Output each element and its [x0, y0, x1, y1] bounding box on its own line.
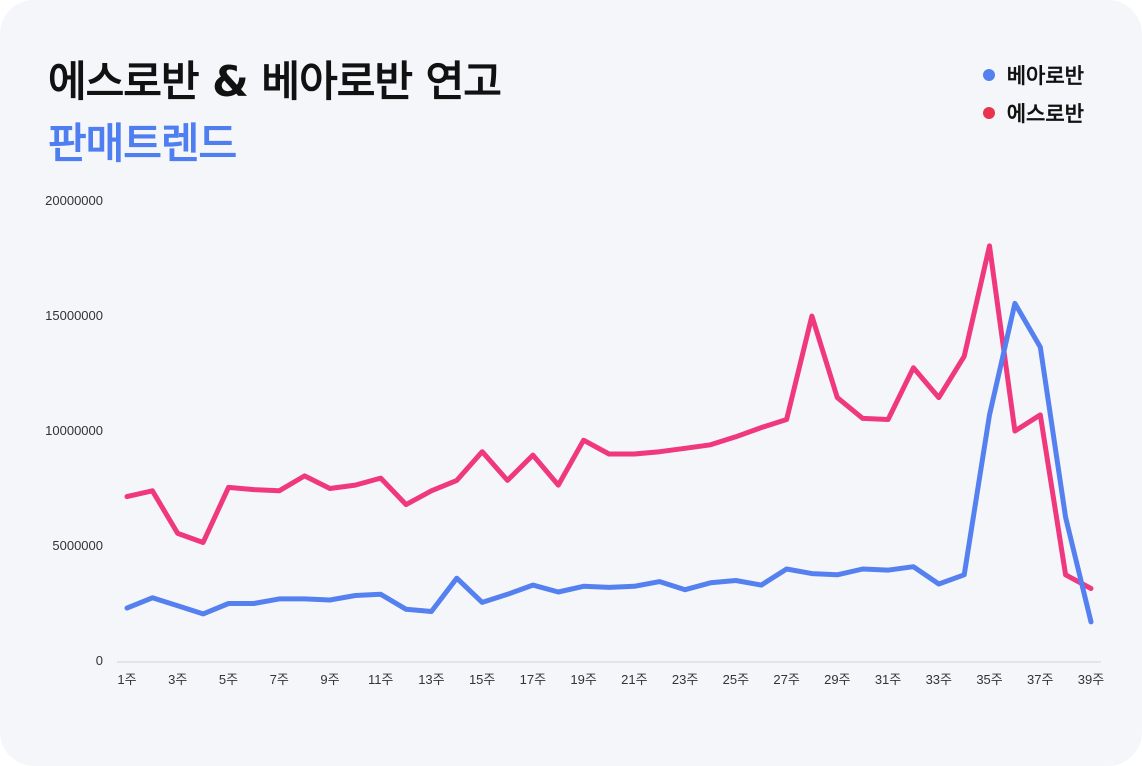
x-tick-label: 17주: [520, 672, 546, 687]
x-tick-label: 27주: [773, 672, 799, 687]
x-tick-label: 15주: [469, 672, 495, 687]
x-tick-label: 31주: [875, 672, 901, 687]
x-tick-label: 5주: [219, 672, 238, 687]
x-tick-label: 3주: [168, 672, 187, 687]
legend-item-esrobaan: 에스로반: [982, 94, 1084, 132]
x-tick-label: 19주: [570, 672, 596, 687]
chart-title: 에스로반 & 베아로반 연고: [48, 57, 502, 106]
x-tick-label: 37주: [1027, 672, 1053, 687]
y-tick-label: 10000000: [45, 423, 103, 438]
x-tick-label: 23주: [672, 672, 698, 687]
y-tick-label: 0: [96, 653, 103, 668]
x-tick-label: 9주: [320, 672, 339, 687]
legend-marker: [982, 107, 995, 119]
y-tick-label: 15000000: [45, 308, 103, 323]
series-line-esrobaan: [124, 243, 1094, 591]
x-tick-label: 25주: [723, 672, 749, 687]
x-tick-label: 11주: [368, 672, 393, 687]
x-tick-label: 7주: [270, 672, 289, 687]
x-tick-label: 13주: [418, 672, 444, 687]
x-tick-label: 21주: [621, 672, 647, 687]
legend-label: 베아로반: [1006, 64, 1084, 88]
y-tick-label: 20000000: [45, 193, 103, 208]
x-tick-label: 39주: [1078, 672, 1104, 687]
x-tick-label: 33주: [926, 672, 952, 687]
x-tick-label: 29주: [824, 672, 850, 687]
chart-subtitle: 판매트렌드: [48, 119, 237, 168]
legend-item-beaurobaan: 베아로반: [982, 56, 1084, 94]
legend-marker: [982, 69, 995, 81]
x-tick-label: 35주: [976, 672, 1002, 687]
legend: 베아로반 에스로반: [982, 56, 1084, 132]
legend-label: 에스로반: [1006, 102, 1084, 126]
x-tick-label: 1주: [117, 672, 136, 687]
y-tick-label: 5000000: [52, 538, 103, 553]
series-line-beaurobaan: [124, 300, 1094, 625]
